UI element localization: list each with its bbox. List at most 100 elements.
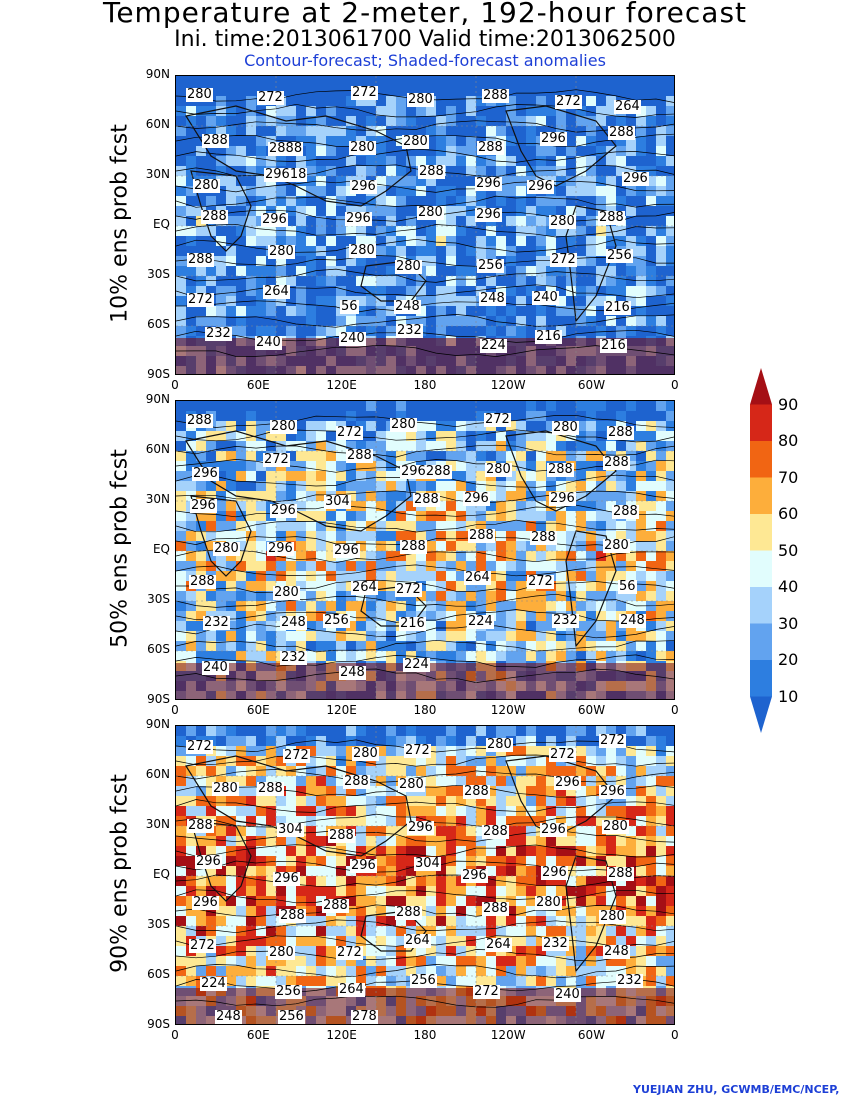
contour-label: 272	[527, 574, 554, 589]
anomaly-cell	[366, 551, 376, 561]
anomaly-cell	[316, 196, 326, 206]
anomaly-cell	[476, 956, 486, 966]
anomaly-cell	[306, 511, 316, 521]
anomaly-cell	[256, 631, 266, 641]
anomaly-cell	[536, 206, 546, 216]
anomaly-cell	[386, 936, 396, 946]
anomaly-cell	[656, 216, 666, 226]
anomaly-cell	[606, 936, 616, 946]
contour-label: 280	[186, 87, 213, 102]
anomaly-cell	[486, 816, 496, 826]
anomaly-cell	[496, 166, 506, 176]
anomaly-cell	[486, 786, 496, 796]
anomaly-cell	[306, 591, 316, 601]
anomaly-cell	[506, 866, 516, 876]
anomaly-cell	[536, 541, 546, 551]
anomaly-cell	[516, 571, 526, 581]
anomaly-cell	[206, 246, 216, 256]
anomaly-cell	[586, 411, 596, 421]
anomaly-cell	[456, 136, 466, 146]
anomaly-cell	[516, 106, 526, 116]
anomaly-cell	[516, 916, 526, 926]
anomaly-cell	[386, 286, 396, 296]
anomaly-cell	[306, 571, 316, 581]
anomaly-cell	[556, 926, 566, 936]
anomaly-cell	[226, 146, 236, 156]
isotherm-contour	[176, 519, 674, 533]
anomaly-cell	[466, 471, 476, 481]
anomaly-cell	[376, 846, 386, 856]
coastline	[185, 430, 412, 532]
anomaly-cell	[656, 441, 666, 451]
anomaly-cell	[486, 76, 496, 86]
anomaly-cell	[596, 966, 606, 976]
anomaly-cell	[656, 411, 666, 421]
anomaly-cell	[566, 846, 576, 856]
anomaly-cell	[226, 746, 236, 756]
anomaly-cell	[246, 186, 256, 196]
anomaly-cell	[626, 226, 636, 236]
anomaly-cell	[616, 641, 626, 651]
anomaly-cell	[596, 976, 606, 986]
anomaly-cell	[236, 176, 246, 186]
anomaly-cell	[266, 976, 276, 986]
anomaly-cell	[596, 521, 606, 531]
anomaly-cell	[486, 451, 496, 461]
longitude-label: 120W	[490, 378, 526, 392]
anomaly-cell	[426, 136, 436, 146]
anomaly-cell	[216, 146, 226, 156]
anomaly-cell	[496, 976, 506, 986]
anomaly-cell	[266, 906, 276, 916]
anomaly-cell	[346, 521, 356, 531]
anomaly-cell	[436, 726, 446, 736]
anomaly-cell	[196, 481, 206, 491]
anomaly-cell	[406, 196, 416, 206]
anomaly-cell	[396, 846, 406, 856]
anomaly-cell	[346, 601, 356, 611]
anomaly-cell	[416, 286, 426, 296]
anomaly-cell	[436, 296, 446, 306]
anomaly-cell	[546, 521, 556, 531]
anomaly-cell	[646, 641, 656, 651]
contour-label: 224	[200, 976, 227, 991]
anomaly-cell	[436, 651, 446, 661]
anomaly-cell	[386, 826, 396, 836]
anomaly-cell	[456, 491, 466, 501]
anomaly-cell	[496, 726, 506, 736]
anomaly-cell	[426, 886, 436, 896]
anomaly-cell	[576, 631, 586, 641]
anomaly-cell	[306, 216, 316, 226]
panel-side-label: 90% ens prob fcst	[107, 774, 133, 973]
anomaly-cell	[456, 776, 466, 786]
anomaly-cell	[466, 776, 476, 786]
anomaly-cell	[556, 531, 566, 541]
anomaly-cell	[466, 936, 476, 946]
anomaly-cell	[266, 916, 276, 926]
anomaly-cell	[206, 166, 216, 176]
anomaly-cell	[356, 816, 366, 826]
anomaly-cell	[276, 956, 286, 966]
anomaly-cell	[606, 96, 616, 106]
anomaly-cell	[406, 736, 416, 746]
anomaly-cell	[516, 561, 526, 571]
anomaly-cell	[626, 166, 636, 176]
anomaly-cell	[496, 551, 506, 561]
anomaly-cell	[386, 146, 396, 156]
contour-label: 296	[475, 207, 502, 222]
anomaly-cell	[226, 611, 236, 621]
anomaly-cell	[416, 796, 426, 806]
anomaly-cell	[456, 786, 466, 796]
anomaly-cell	[216, 776, 226, 786]
anomaly-cell	[296, 441, 306, 451]
anomaly-cell	[476, 156, 486, 166]
anomaly-cell	[616, 726, 626, 736]
anomaly-cell	[616, 756, 626, 766]
anomaly-cell	[306, 786, 316, 796]
anomaly-cell	[256, 411, 266, 421]
anomaly-cell	[666, 836, 674, 846]
anomaly-cell	[296, 736, 306, 746]
anomaly-cell	[526, 631, 536, 641]
anomaly-cell	[416, 571, 426, 581]
anomaly-cell	[596, 276, 606, 286]
anomaly-cell	[576, 726, 586, 736]
